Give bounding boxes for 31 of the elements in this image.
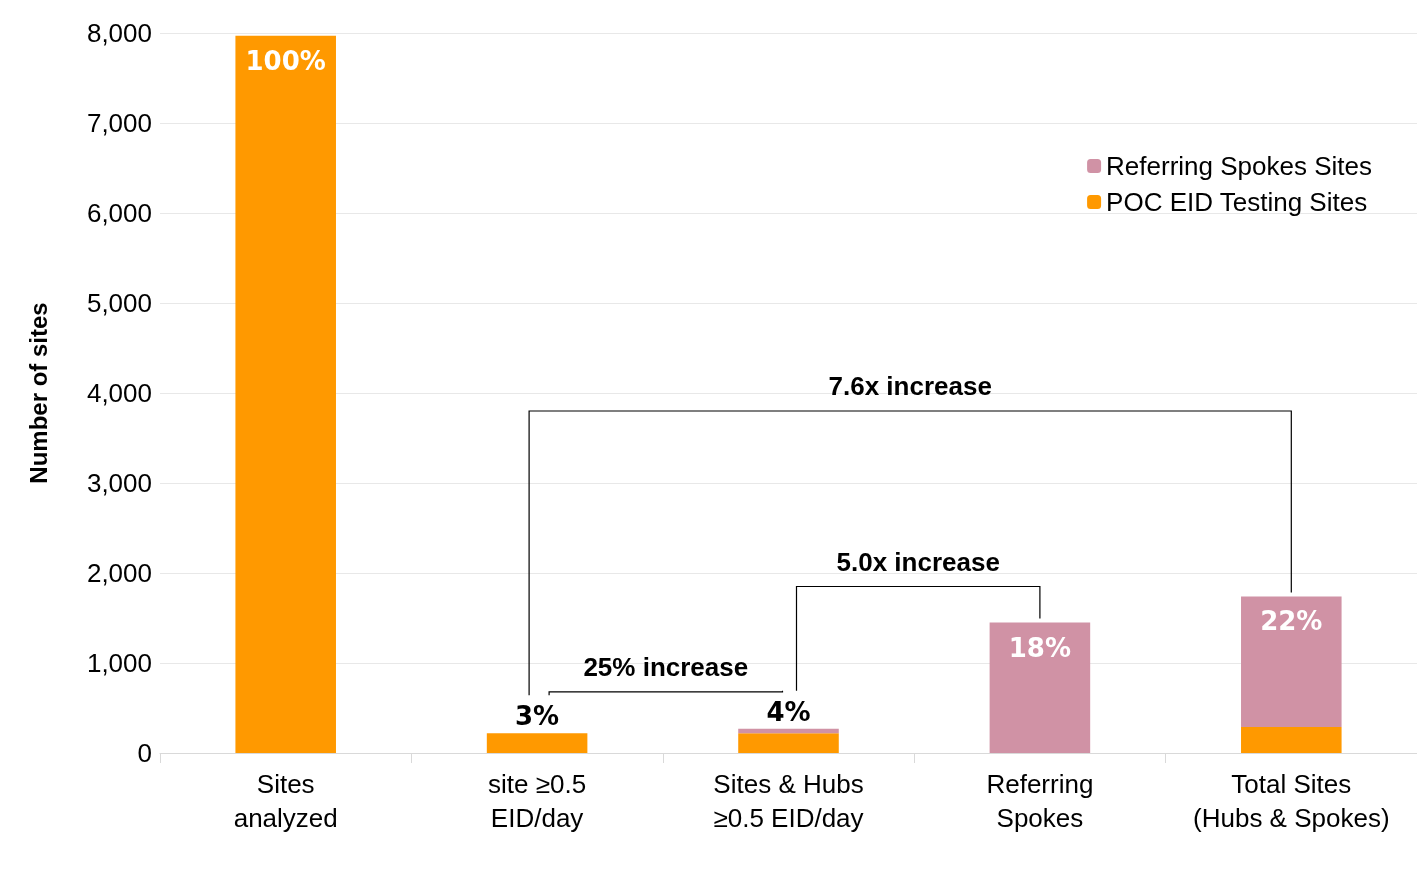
y-tick-label: 4,000 [86, 378, 152, 408]
x-tick-label: Sites analyzed [233, 769, 338, 833]
x-tick-label: site ≥0.5 EID/day [488, 769, 587, 833]
bar [486, 733, 588, 753]
annotation: 25% increase [583, 651, 749, 682]
y-axis-title: Number of sites [24, 302, 52, 484]
y-tick-label: 6,000 [86, 198, 152, 228]
y-tick-label: 2,000 [86, 558, 152, 588]
annotation: 4% [766, 696, 811, 727]
bar [738, 733, 839, 753]
bar [989, 622, 1091, 753]
y-tick-label: 8,000 [86, 18, 152, 48]
annotation: 3% [515, 701, 560, 732]
x-tick-label: Referring Spokes [986, 769, 1094, 833]
y-tick-label: 7,000 [86, 108, 152, 138]
annotation: 5.0x increase [836, 546, 1000, 577]
y-tick-label: 0 [137, 738, 152, 768]
bar [235, 35, 336, 753]
bar [1241, 726, 1342, 753]
y-tick-label: 1,000 [86, 648, 152, 678]
bar [1241, 596, 1342, 727]
legend-label: POC EID Testing Sites [1106, 187, 1368, 217]
annotation: 100% [245, 45, 326, 76]
x-tick-label: Total Sites (Hubs & Spokes) [1193, 769, 1390, 833]
annotation: 22% [1260, 606, 1323, 637]
x-tick-label: Sites & Hubs ≥0.5 EID/day [713, 769, 864, 833]
annotation: 18% [1008, 632, 1072, 663]
annotation: 7.6x increase [828, 371, 992, 401]
y-tick-label: 5,000 [86, 288, 152, 318]
legend-label: Referring Spokes Sites [1106, 151, 1372, 181]
y-tick-label: 3,000 [86, 468, 152, 498]
